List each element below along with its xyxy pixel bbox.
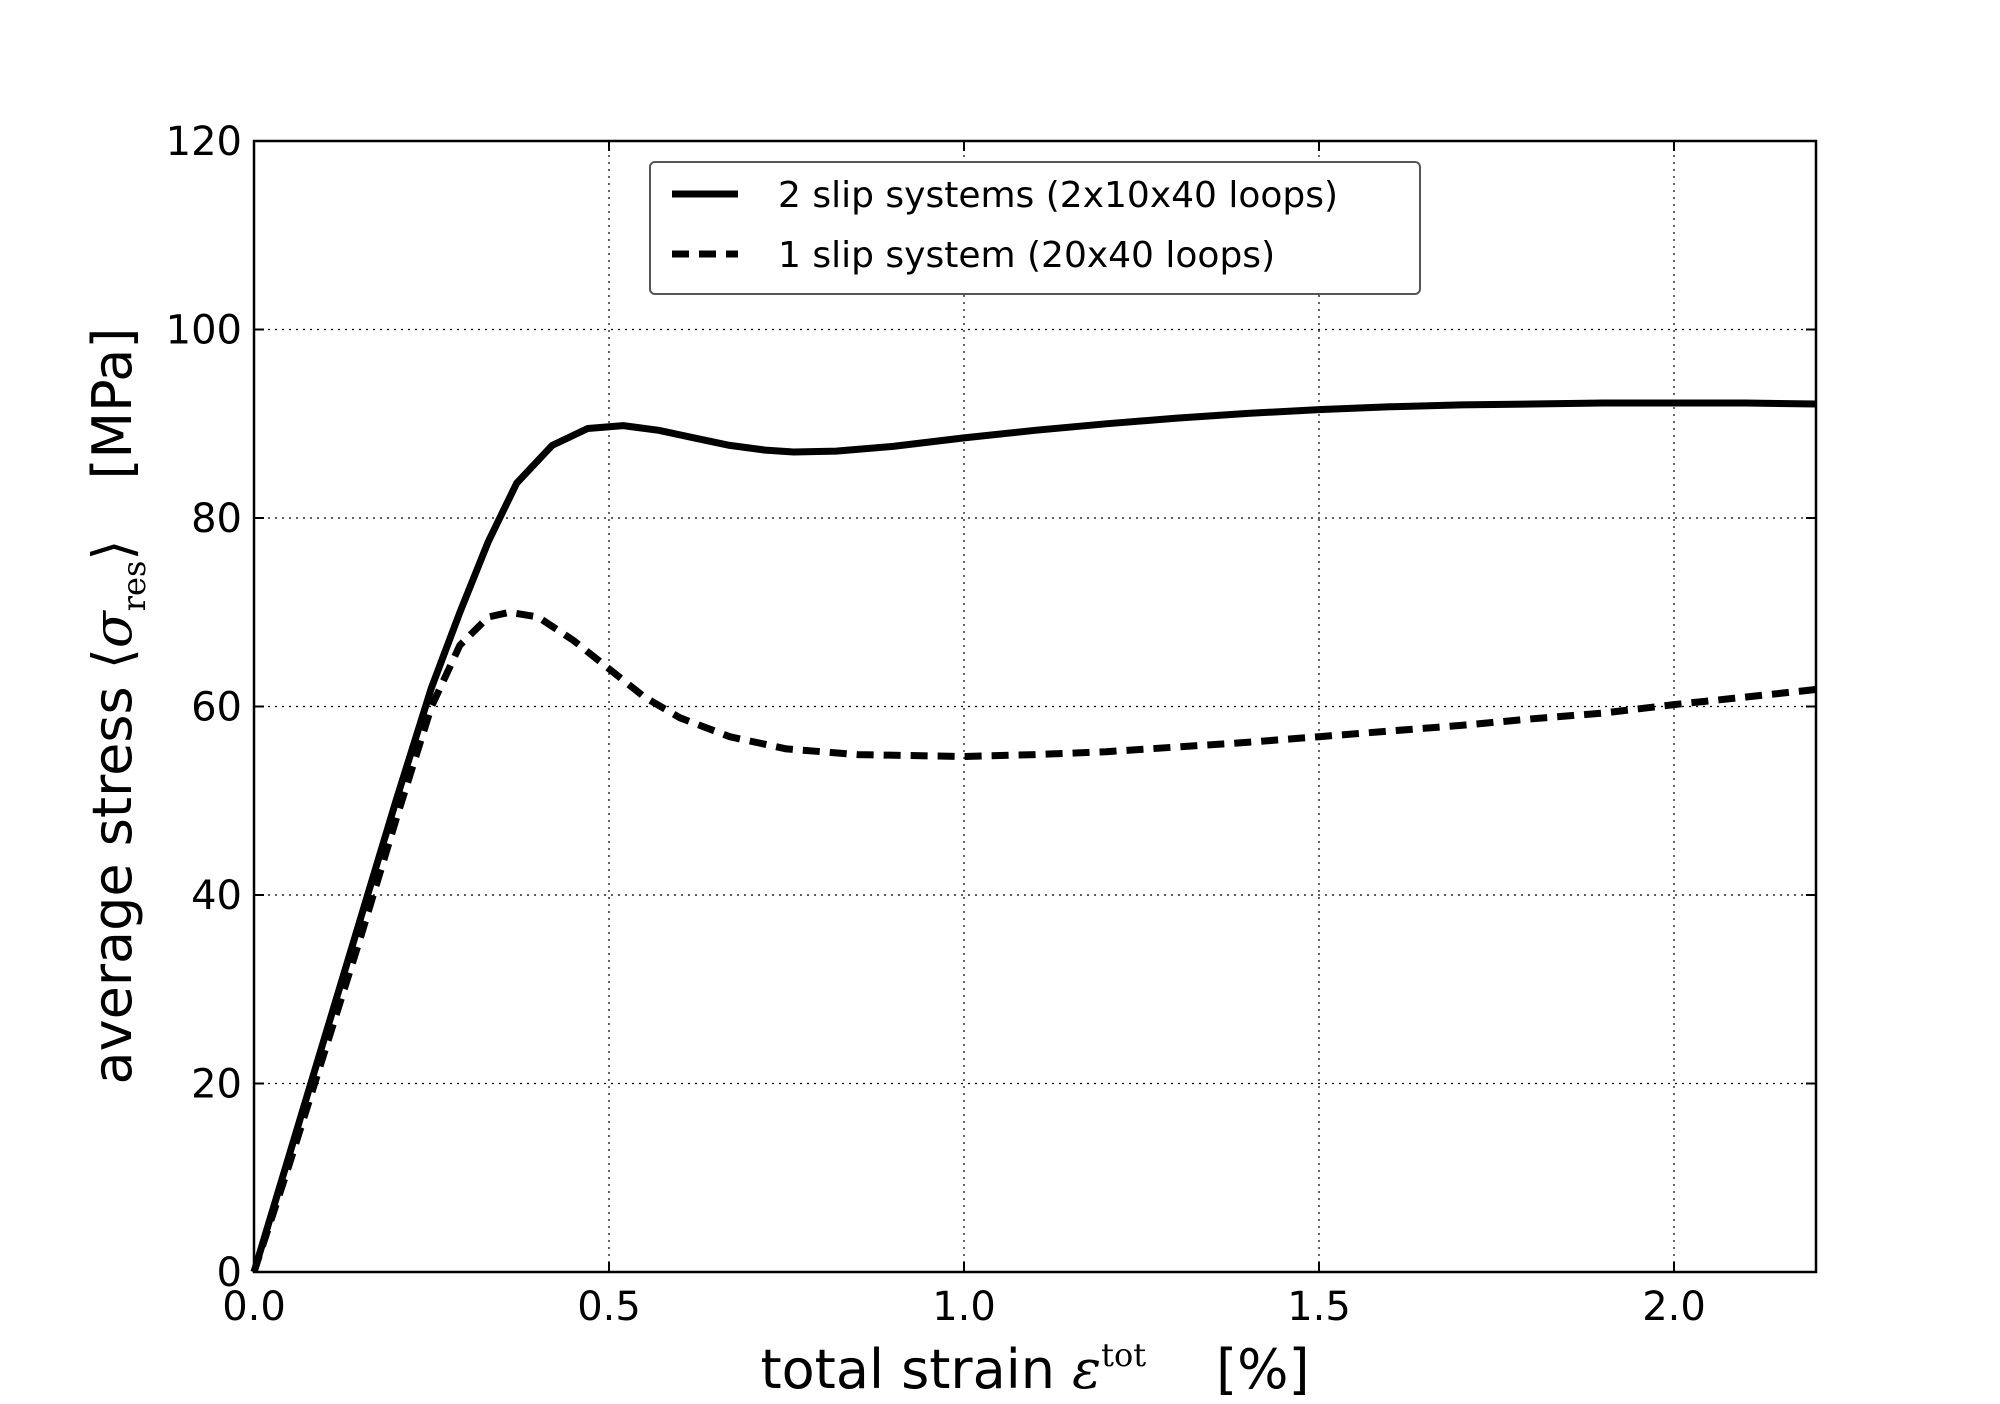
- y-tick-label: 20: [191, 1062, 242, 1108]
- x-axis-symbol: ε: [1072, 1338, 1101, 1400]
- y-tick-label: 0: [217, 1250, 242, 1296]
- x-tick-label: 1.5: [1287, 1284, 1351, 1330]
- x-tick-label: 0.0: [222, 1284, 286, 1330]
- legend: 2 slip systems (2x10x40 loops) 1 slip sy…: [649, 161, 1421, 295]
- x-axis-unit: [%]: [1216, 1338, 1309, 1400]
- x-axis-label-prefix: total strain: [760, 1338, 1072, 1400]
- y-tick-label: 60: [191, 685, 242, 731]
- legend-box: [649, 161, 1421, 295]
- x-axis-label: total strain εtot [%]: [760, 1336, 1309, 1400]
- ticks: 0.0 0.5 1.0 1.5 2.0 0 20 40 60 80 100 120: [166, 119, 1816, 1330]
- y-axis-symbol: σ: [81, 609, 144, 648]
- x-tick-label: 0.5: [577, 1284, 641, 1330]
- y-tick-label: 80: [191, 496, 242, 542]
- y-axis-bracket-close: ⟩: [81, 540, 144, 561]
- y-tick-label: 40: [191, 873, 242, 919]
- x-tick-label: 2.0: [1642, 1284, 1706, 1330]
- series-line-1: [250, 399, 1817, 1274]
- y-axis-label: average stress ⟨σres⟩ [MPa]: [81, 328, 153, 1085]
- y-axis-unit: [MPa]: [81, 328, 144, 480]
- y-tick-label: 100: [166, 308, 242, 354]
- y-axis-bracket-open: ⟨: [81, 648, 144, 669]
- x-axis-superscript: tot: [1101, 1336, 1146, 1374]
- y-tick-label: 120: [166, 119, 242, 165]
- y-axis-subscript: res: [115, 561, 153, 612]
- legend-label-series-2: 1 slip system (20x40 loops): [778, 235, 1275, 276]
- series-line-2: [250, 608, 1817, 1274]
- legend-label-series-1: 2 slip systems (2x10x40 loops): [778, 175, 1338, 216]
- x-tick-label: 1.0: [932, 1284, 996, 1330]
- series-layer: [250, 399, 1817, 1274]
- y-axis-label-prefix: average stress: [81, 669, 144, 1084]
